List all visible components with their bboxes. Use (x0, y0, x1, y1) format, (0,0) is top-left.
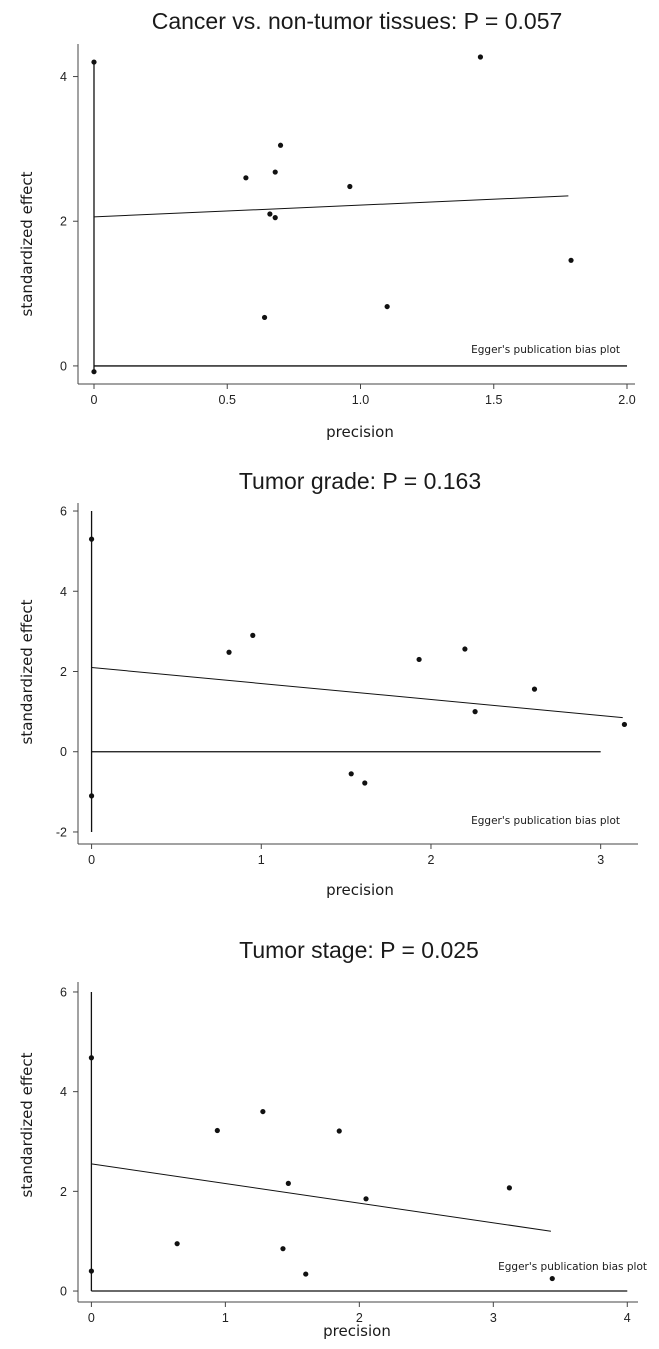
data-point (531, 686, 538, 692)
data-point (88, 536, 95, 542)
plot-annotation: Egger's publication bias plot (471, 815, 620, 827)
data-point (336, 1128, 342, 1134)
chart-panel-cancer-vs-non-tumor: Cancer vs. non-tumor tissues: P = 0.057 … (18, 8, 636, 441)
x-tick-label: 0 (88, 853, 95, 867)
data-point (568, 257, 574, 263)
y-tick-label: 2 (60, 215, 67, 229)
y-tick-label: 0 (60, 745, 67, 759)
data-point (226, 649, 232, 655)
data-point (384, 303, 390, 310)
y-tick-label: 2 (60, 1185, 67, 1199)
x-tick-label: 0 (88, 1311, 95, 1325)
data-point (347, 183, 353, 190)
chart-panel-tumor-grade: Tumor grade: P = 0.163 standardized effe… (18, 468, 638, 899)
data-point (362, 780, 368, 786)
plot-annotation: Egger's publication bias plot (471, 344, 620, 356)
data-point (303, 1271, 309, 1277)
data-point (462, 646, 468, 652)
x-tick-label: 0 (91, 393, 98, 407)
x-axis-label: precision (326, 881, 394, 899)
regression-line (91, 666, 623, 719)
chart-panel-tumor-stage: Tumor stage: P = 0.025 standardized effe… (18, 937, 647, 1340)
data-point (285, 1180, 291, 1186)
y-tick-label: 4 (60, 585, 67, 599)
data-point (260, 1108, 266, 1115)
data-point (363, 1196, 369, 1202)
data-point (261, 314, 268, 321)
data-point (477, 54, 484, 60)
y-tick-label: -2 (56, 825, 67, 839)
y-tick-label: 0 (60, 1285, 67, 1299)
y-axis-label: standardized effect (18, 1052, 36, 1197)
data-point (272, 169, 278, 175)
x-tick-label: 2 (427, 853, 434, 867)
data-point (272, 215, 278, 221)
plot-annotation: Egger's publication bias plot (498, 1261, 647, 1273)
chart-title: Cancer vs. non-tumor tissues: P = 0.057 (152, 8, 563, 34)
data-point (472, 709, 478, 715)
y-axis-label: standardized effect (18, 171, 36, 316)
x-tick-label: 1.0 (352, 393, 369, 407)
data-point (506, 1185, 512, 1191)
regression-line (91, 1163, 551, 1232)
data-point (348, 771, 354, 777)
y-tick-label: 4 (60, 70, 67, 84)
data-point (621, 721, 628, 728)
x-axis-label: precision (326, 423, 394, 441)
chart-title: Tumor grade: P = 0.163 (239, 468, 481, 494)
x-tick-label: 3 (490, 1311, 497, 1325)
y-tick-label: 0 (60, 359, 67, 373)
x-tick-label: 0.5 (219, 393, 236, 407)
data-point (88, 1268, 94, 1274)
y-tick-label: 6 (60, 985, 67, 999)
x-tick-label: 1.5 (485, 393, 502, 407)
data-point (243, 175, 249, 181)
x-tick-label: 3 (597, 853, 604, 867)
x-tick-label: 2 (356, 1311, 363, 1325)
data-point (88, 1055, 94, 1061)
data-point (280, 1246, 286, 1252)
data-point (174, 1241, 180, 1247)
data-point (91, 59, 97, 65)
x-axis-label: precision (323, 1322, 391, 1340)
y-axis-label: standardized effect (18, 599, 36, 744)
regression-line (93, 195, 569, 218)
data-point (88, 793, 95, 799)
data-point (416, 656, 422, 663)
y-tick-label: 4 (60, 1085, 67, 1099)
data-point (277, 142, 284, 148)
y-tick-label: 2 (60, 665, 67, 679)
data-point (91, 369, 97, 375)
chart-title: Tumor stage: P = 0.025 (239, 937, 479, 963)
data-point (214, 1127, 220, 1134)
x-tick-label: 1 (222, 1311, 229, 1325)
data-point (549, 1275, 555, 1282)
x-tick-label: 2.0 (618, 393, 635, 407)
x-tick-label: 4 (624, 1311, 631, 1325)
data-point (267, 211, 273, 217)
data-point (250, 632, 256, 638)
x-tick-label: 1 (258, 853, 265, 867)
y-tick-label: 6 (60, 505, 67, 519)
